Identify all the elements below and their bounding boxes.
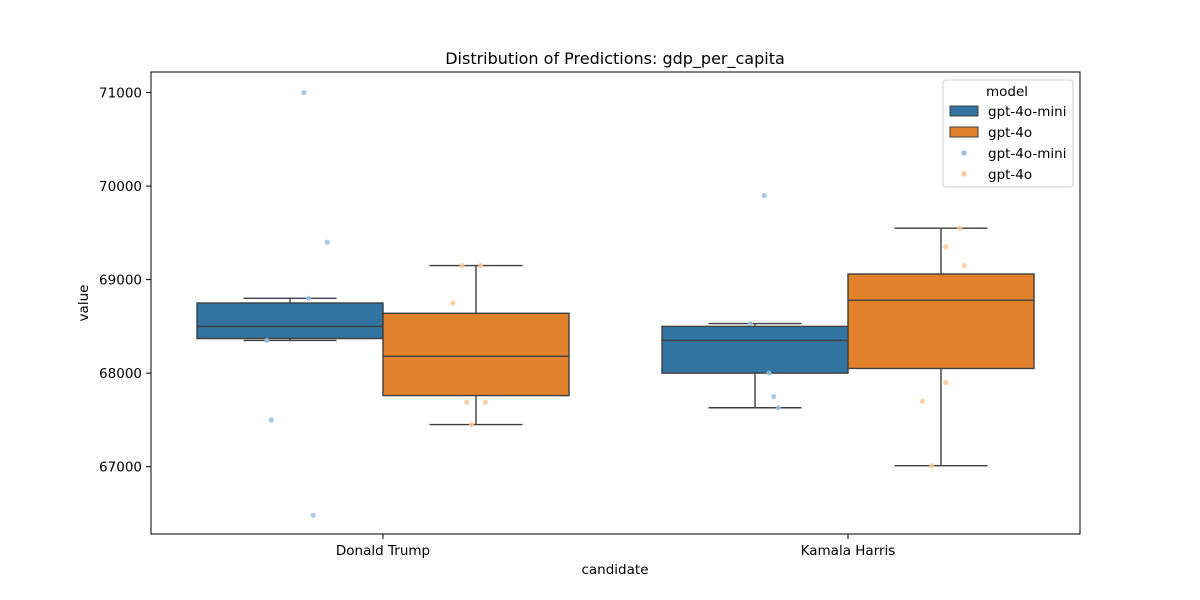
data-point [450, 300, 456, 306]
data-point [771, 393, 777, 400]
legend-entry: gpt-4o-mini [961, 146, 1066, 162]
legend-entry: gpt-4o [949, 125, 1032, 141]
legend-label: gpt-4o [988, 167, 1032, 183]
data-point [775, 405, 781, 411]
box-body [847, 273, 1035, 370]
legend-box-swatch [949, 105, 979, 117]
data-point [310, 512, 316, 518]
legend-point-swatch [961, 171, 967, 177]
box-gpt-4o-mini-kamala-harris [661, 322, 849, 409]
box-body [196, 302, 384, 340]
x-axis: Donald Trump Kamala Harris [336, 534, 895, 559]
data-point [464, 399, 470, 405]
legend-label: gpt-4o-mini [988, 104, 1066, 120]
data-point [301, 89, 307, 96]
legend: model gpt-4o-mini gpt-4o gpt-4o-mini gpt-4o [942, 79, 1074, 188]
data-point [761, 192, 767, 199]
legend-label: gpt-4o [988, 125, 1032, 141]
legend-box-swatch [949, 126, 979, 138]
plot-frame [150, 71, 1081, 535]
data-point [747, 320, 753, 327]
data-point [766, 370, 772, 376]
y-axis: 67000 68000 69000 70000 71000 [99, 86, 151, 476]
box-gpt-4o-donald-trump [382, 264, 570, 426]
data-point [919, 398, 926, 404]
x-tick-label: Kamala Harris [801, 543, 896, 559]
y-tick-label: 67000 [99, 460, 142, 476]
legend-entry: gpt-4o-mini [949, 104, 1066, 120]
data-point [478, 262, 484, 269]
y-tick-label: 68000 [99, 366, 142, 382]
y-tick-label: 70000 [99, 179, 142, 195]
legend-entry: gpt-4o [961, 167, 1032, 183]
legend-title: model [986, 84, 1028, 100]
box-body [661, 325, 849, 374]
legend-entries: gpt-4o-mini gpt-4o gpt-4o-mini gpt-4o [949, 104, 1066, 183]
box-gpt-4o-kamala-harris [847, 227, 1035, 467]
y-axis-label: value [76, 285, 92, 322]
x-axis-label: candidate [581, 562, 648, 578]
legend-point-swatch [961, 150, 967, 156]
data-point [961, 262, 967, 269]
data-point [957, 225, 963, 231]
data-point [943, 244, 949, 250]
y-tick-label: 71000 [99, 86, 142, 102]
data-point [324, 239, 330, 245]
legend-label: gpt-4o-mini [988, 146, 1066, 162]
plot-area [196, 89, 1035, 518]
data-point [268, 417, 274, 423]
data-point [306, 295, 312, 301]
x-tick-label: Donald Trump [336, 543, 430, 559]
data-point [459, 262, 465, 269]
data-point [468, 421, 474, 428]
data-point [929, 463, 935, 469]
y-tick-label: 69000 [99, 273, 142, 289]
data-point [482, 399, 488, 405]
data-point [943, 379, 949, 386]
box-gpt-4o-mini-donald-trump [196, 297, 384, 342]
chart-title: Distribution of Predictions: gdp_per_cap… [445, 49, 785, 69]
data-point [264, 337, 270, 344]
box-body [382, 312, 570, 397]
